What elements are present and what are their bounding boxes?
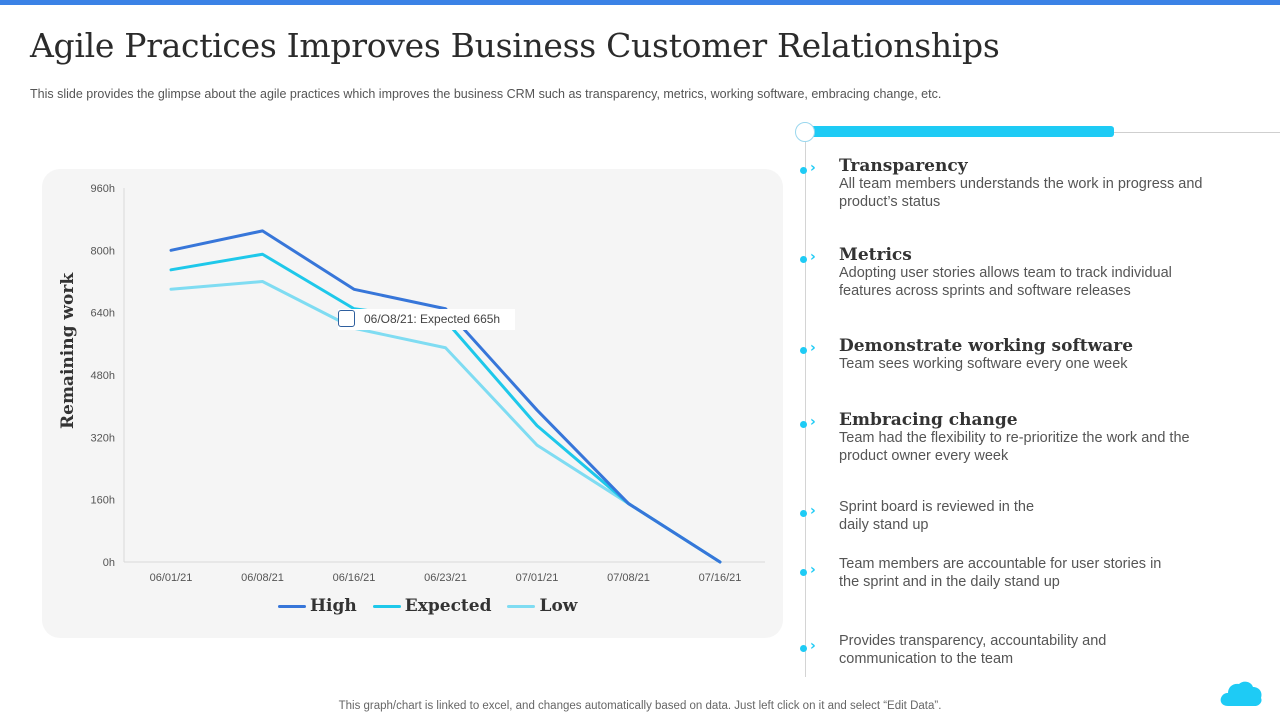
timeline-dot [800,256,807,263]
legend-swatch-expected [372,604,401,608]
progress-fill [805,126,1114,137]
legend-swatch-high [278,604,306,608]
timeline-dot [800,347,807,354]
chevron-right-icon: › [810,414,816,430]
item-heading: Metrics [839,245,912,265]
series-line-high [169,229,722,564]
line-chart[interactable]: 0h 160h 320h 480h 640h 800h 960h 06/01/21 06/08/… [42,169,783,638]
x-tick-label: 06/23/21 [424,572,467,584]
chart-tooltip: 06/O8/21: Expected 665h [338,309,515,330]
y-tick-label: 800h [91,245,115,257]
timeline-line [805,142,806,677]
top-accent-bar [0,0,1280,5]
timeline-dot [800,421,807,428]
progress-knob[interactable] [795,122,815,142]
legend-item-low[interactable]: Low [507,596,577,616]
chart-legend: High Expected Low [278,596,577,616]
y-tick-label: 640h [91,308,115,320]
item-description: Team sees working software every one wee… [839,356,1128,372]
chevron-right-icon: › [810,160,816,176]
item-heading: Embracing change [839,410,1018,430]
item-description: All team members understands the work in… [839,176,1203,210]
x-tick-label: 06/08/21 [241,572,284,584]
item-heading: Demonstrate working software [839,336,1134,356]
y-tick-label: 480h [91,370,115,382]
timeline-dot [800,167,807,174]
y-tick-label: 960h [91,183,115,195]
tooltip-marker-icon [338,310,355,327]
footer-note: This graph/chart is linked to excel, and… [338,700,942,712]
chevron-right-icon: › [810,638,816,654]
y-tick-label: 0h [103,557,115,569]
item-description: Adopting user stories allows team to tra… [839,265,1172,299]
legend-label-low: Low [539,596,578,616]
legend-label-high: High [310,596,357,616]
legend-item-expected[interactable]: Expected [372,596,492,616]
chart-panel[interactable]: 0h 160h 320h 480h 640h 800h 960h 06/01/21 06/08/… [42,169,783,638]
chevron-right-icon: › [810,340,816,356]
item-description: Sprint board is reviewed in the daily st… [839,499,1035,533]
x-tick-label: 06/01/21 [150,572,193,584]
cloud-icon [1220,681,1262,706]
chevron-right-icon: › [810,503,816,519]
page-title: Agile Practices Improves Business Custom… [30,26,1000,65]
item-description: Provides transparency, accountability an… [839,633,1107,667]
x-tick-label: 07/08/21 [607,572,650,584]
x-tick-label: 06/16/21 [333,572,376,584]
chevron-right-icon: › [810,249,816,265]
tooltip-text: 06/O8/21: Expected 665h [364,312,501,326]
x-tick-label: 07/16/21 [699,572,742,584]
chevron-right-icon: › [810,562,816,578]
x-tick-label: 07/01/21 [516,572,559,584]
timeline-dot [800,645,807,652]
legend-swatch-low [507,604,536,608]
item-description: Team members are accountable for user st… [839,556,1162,590]
item-description: Team had the flexibility to re-prioritiz… [839,430,1190,464]
legend-label-expected: Expected [404,596,492,616]
y-tick-label: 160h [91,495,115,507]
timeline-dot [800,510,807,517]
timeline-dot [800,569,807,576]
page-subtitle: This slide provides the glimpse about th… [30,87,942,101]
legend-item-high[interactable]: High [278,596,357,616]
y-tick-label: 320h [91,432,115,444]
item-heading: Transparency [839,156,968,176]
series-line-expected [169,252,722,564]
